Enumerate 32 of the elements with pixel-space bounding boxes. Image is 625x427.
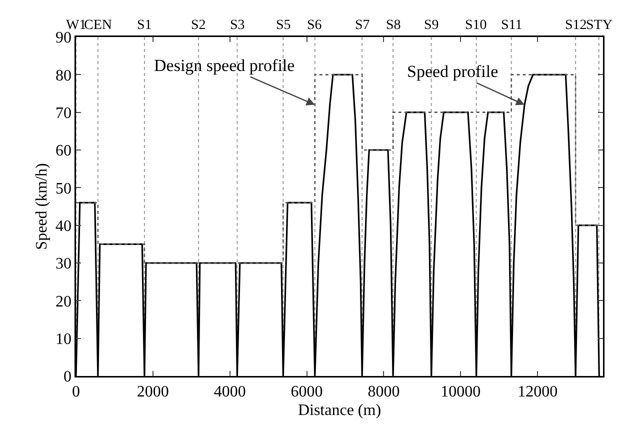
ref-line-label: S5: [276, 18, 291, 33]
ref-line-label: S12: [565, 18, 587, 33]
ref-line-label: CEN: [84, 18, 112, 33]
y-tick-label: 80: [56, 67, 72, 84]
x-tick-label: 2000: [136, 384, 169, 400]
y-tick-label: 10: [56, 330, 72, 348]
y-tick-label: 0: [64, 368, 72, 386]
x-tick-label: 12000: [518, 384, 558, 400]
annotation: Design speed profile: [154, 56, 295, 75]
x-tick-label: 10000: [440, 384, 481, 400]
y-tick-label: 30: [56, 256, 72, 273]
x-tick-label: 8000: [368, 384, 400, 400]
ref-line-label: S6: [307, 18, 322, 33]
x-tick-label: 6000: [290, 384, 323, 400]
annotation: Speed profile: [407, 62, 498, 81]
ref-line-label: S3: [230, 18, 245, 33]
ref-line-label: S11: [501, 18, 522, 33]
ref-line-label: S8: [386, 18, 401, 33]
y-axis-title: Speed (km/h): [34, 163, 51, 250]
y-tick-label: 50: [56, 180, 72, 198]
y-tick-label: 60: [56, 142, 72, 160]
ref-line-label: S1: [137, 18, 152, 33]
ref-line-label: S7: [355, 18, 370, 33]
ref-line-label: S10: [465, 18, 487, 33]
ref-line-label: STY: [586, 18, 612, 33]
ref-line-label: S9: [424, 18, 439, 33]
y-tick-label: 40: [56, 218, 72, 235]
y-tick-label: 20: [56, 293, 72, 310]
x-tick-label: 4000: [214, 384, 246, 400]
ref-line-label: S2: [191, 18, 206, 33]
x-axis-title: Distance (m): [298, 402, 382, 420]
y-tick-label: 70: [56, 104, 72, 122]
